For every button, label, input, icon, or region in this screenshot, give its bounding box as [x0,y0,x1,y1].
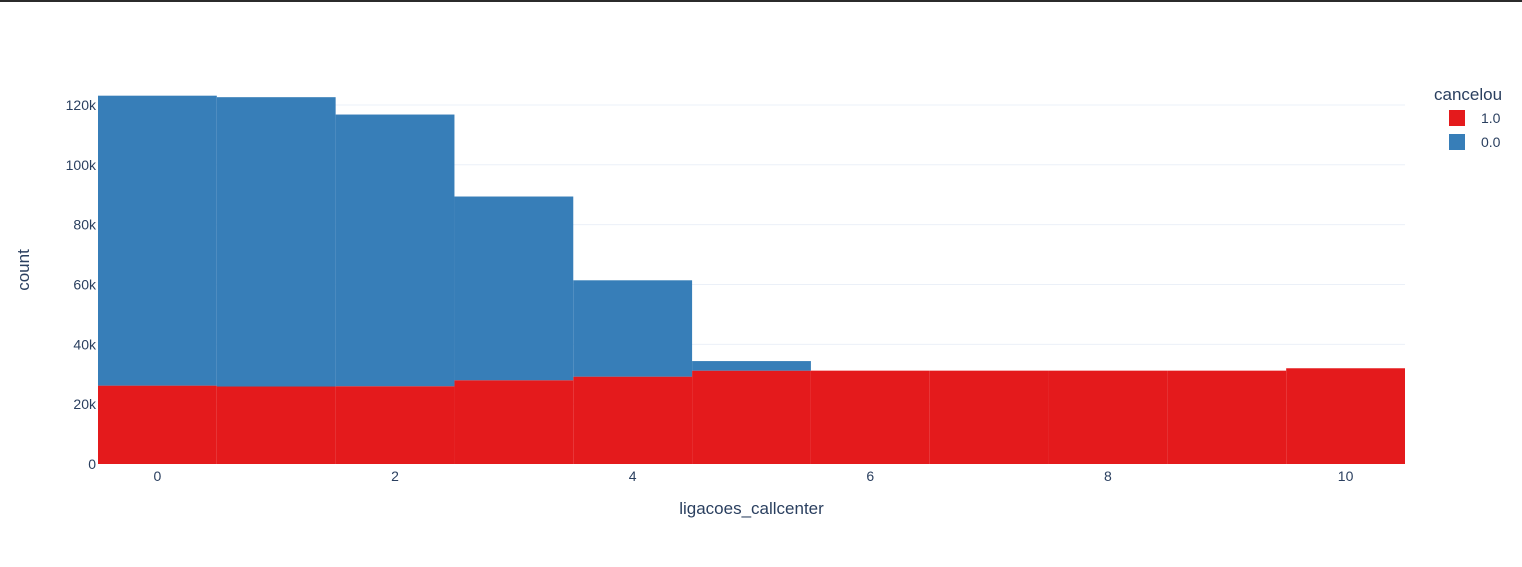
y-axis-title: count [14,249,33,291]
y-axis-ticks: 0 20k 40k 60k 80k 100k 120k [66,97,97,472]
y-tick-label: 80k [73,217,97,233]
x-tick-label: 4 [629,468,637,484]
legend-item-label[interactable]: 1.0 [1481,110,1501,126]
legend[interactable]: cancelou 1.0 0.0 [1434,85,1502,150]
window-top-border [0,0,1522,2]
x-tick-label: 0 [154,468,162,484]
bar-series-1-0-x10[interactable] [1286,368,1405,464]
bar-series-1-0-x8[interactable] [1048,370,1168,464]
legend-items[interactable]: 1.0 0.0 [1449,110,1501,150]
bar-series-0-0-x5[interactable] [692,361,811,371]
y-tick-label: 20k [73,396,97,412]
y-tick-label: 100k [66,157,97,173]
bar-series-1-0-x9[interactable] [1167,370,1287,464]
y-tick-label: 120k [66,97,97,113]
bar-series-1-0-x0[interactable] [98,385,217,464]
bar-series-1-0-x5[interactable] [692,370,811,464]
bar-series-0-0-x4[interactable] [573,280,693,377]
y-tick-label: 60k [73,276,97,292]
x-axis-title: ligacoes_callcenter [679,499,824,518]
legend-swatch[interactable] [1449,134,1465,150]
bar-series-0-0-x2[interactable] [335,114,455,387]
bar-series-1-0-x7[interactable] [929,370,1049,464]
x-axis-ticks: 0 2 4 6 8 10 [154,468,1354,484]
y-tick-label: 0 [88,456,96,472]
bar-series-1-0-x2[interactable] [335,386,455,464]
x-tick-label: 2 [391,468,399,484]
bar-series-1-0-x6[interactable] [810,370,930,464]
x-tick-label: 10 [1338,468,1354,484]
legend-swatch[interactable] [1449,110,1465,126]
bars [98,95,1405,464]
bar-series-1-0-x4[interactable] [573,376,693,464]
x-tick-label: 8 [1104,468,1112,484]
bar-series-0-0-x3[interactable] [454,196,574,381]
bar-series-1-0-x3[interactable] [454,380,574,464]
x-tick-label: 6 [866,468,874,484]
legend-title: cancelou [1434,85,1502,104]
bar-series-0-0-x1[interactable] [216,97,336,387]
legend-item-label[interactable]: 0.0 [1481,134,1501,150]
bar-series-1-0-x1[interactable] [216,386,336,464]
bar-series-0-0-x0[interactable] [98,95,217,386]
y-tick-label: 40k [73,336,97,352]
